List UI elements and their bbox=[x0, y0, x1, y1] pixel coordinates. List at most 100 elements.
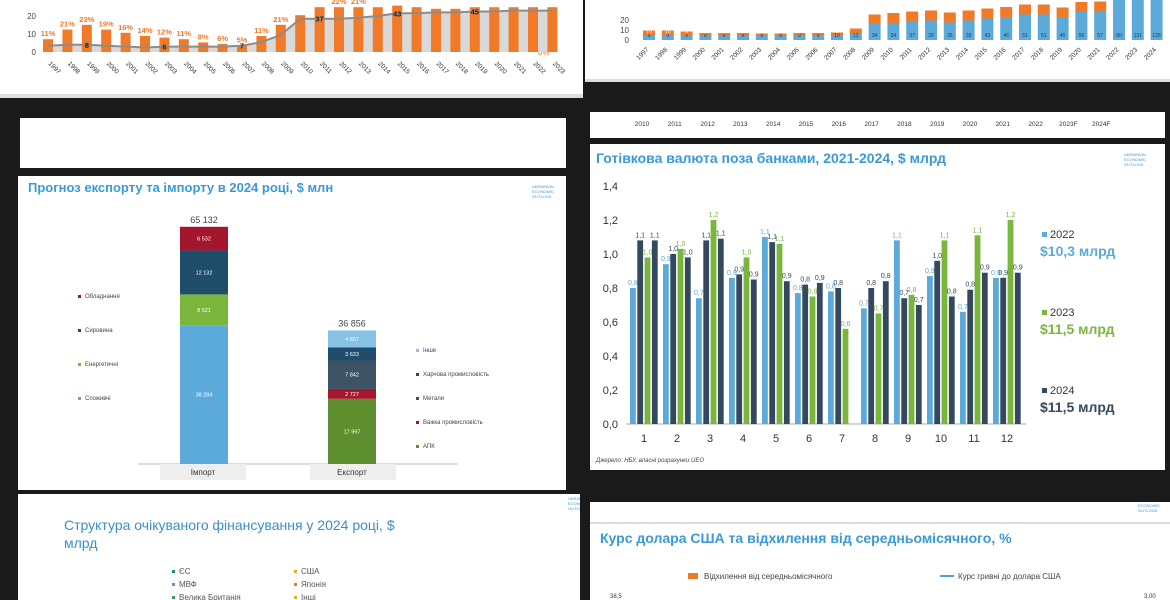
bar bbox=[450, 8, 461, 53]
x-tick-label: 5 bbox=[773, 433, 779, 445]
x-tick-label: 2024F bbox=[1092, 121, 1110, 128]
x-tick-label: 2023F bbox=[1059, 121, 1077, 128]
bar bbox=[960, 311, 966, 424]
x-tick-label: 2016 bbox=[992, 46, 1007, 61]
bar-value-label: 1,1 bbox=[760, 229, 770, 236]
bar bbox=[875, 313, 882, 424]
x-tick-label: 2013 bbox=[733, 121, 748, 128]
line-value-label: 6 bbox=[162, 43, 166, 52]
logo: UKRAINIAN ECONOMIC OUTLOOK bbox=[532, 184, 554, 199]
bar-value-label: 45 bbox=[1060, 33, 1066, 39]
bar-value-label: 0,8 bbox=[800, 277, 810, 284]
bar bbox=[1014, 272, 1021, 424]
financing-legend: ЄС США МВФ Японія Велика Британія Інші bbox=[172, 567, 326, 600]
year-strip: 2010 2011 2012 2013 2014 2015 2016 2017 2018 2019… bbox=[635, 121, 1111, 128]
chart-historic-left: 010200%20%11%21%23%19%16%14%12%11%8%6%5%… bbox=[0, 0, 583, 98]
legend-label: АПК bbox=[423, 444, 435, 450]
y-tick-label: 1,4 bbox=[603, 181, 618, 193]
bar-blue bbox=[699, 36, 712, 40]
x-tick-label: 2 bbox=[674, 433, 680, 445]
bar-orange bbox=[925, 10, 937, 21]
segment-value-label: 12 132 bbox=[196, 270, 213, 276]
bar-value-label: 0,9 bbox=[1013, 265, 1023, 272]
bar bbox=[835, 288, 842, 424]
bar-value-label: 9 bbox=[798, 33, 801, 39]
bar-value-label: 8 bbox=[742, 33, 745, 39]
bar-blue bbox=[793, 35, 806, 40]
panel-historic-bars-right: 0 10 20 9 10 9 10 9 8 8 6 8 6 8 6 8 5 8 5 9 5 9 5 10 5 12 34 34 37 39… bbox=[585, 0, 1170, 82]
legend-total: $11,5 млрд bbox=[1040, 321, 1115, 337]
bar bbox=[861, 308, 867, 424]
bar-value-label: 1,0 bbox=[668, 246, 678, 253]
bar bbox=[993, 277, 999, 424]
legend-label: МВФ bbox=[179, 580, 197, 589]
bar-pct-label: 11% bbox=[41, 29, 56, 38]
x-tick-label: 2024 bbox=[1143, 46, 1158, 61]
x-tick-label: 2010 bbox=[635, 121, 650, 128]
x-tick-label: 2017 bbox=[1011, 46, 1026, 61]
bar-blue bbox=[981, 18, 994, 40]
legend-label: Інше bbox=[423, 348, 437, 354]
x-tick-label: 2005 bbox=[786, 46, 801, 61]
segment-value-label: 7 842 bbox=[345, 373, 359, 379]
x-tick-label: 11 bbox=[968, 433, 979, 445]
bar bbox=[927, 276, 933, 424]
financing-title: Структура очікуваного фінансування у 202… bbox=[64, 517, 395, 551]
bar bbox=[981, 272, 988, 424]
cash-source: Джерело: НБУ, власні розрахунки UEO bbox=[596, 458, 704, 464]
bar-value-label: 0,6 bbox=[841, 321, 851, 328]
bar-pct-label: 21% bbox=[273, 15, 288, 24]
x-tick-label: 2020 bbox=[963, 121, 978, 128]
x-tick-label: 2019 bbox=[1049, 46, 1064, 61]
bar bbox=[489, 7, 500, 52]
line-value-label: 7 bbox=[240, 42, 244, 51]
panel-usd-rate: UKRAINIAN ECONOMIC OUTLOOK Курс долара С… bbox=[590, 502, 1170, 600]
bar-orange bbox=[774, 33, 787, 36]
legend-label: Енергетичні bbox=[85, 362, 118, 368]
bar-value-label: 1,2 bbox=[1006, 212, 1016, 219]
legend-label: Курс гривні до долара США bbox=[958, 572, 1061, 581]
bar-value-label: 0,7 bbox=[958, 304, 968, 311]
bar bbox=[159, 37, 170, 52]
legend-swatch bbox=[416, 373, 419, 376]
segment-value-label: 17 997 bbox=[344, 429, 361, 435]
bar-pct-label: 21% bbox=[60, 20, 75, 29]
bar bbox=[547, 7, 558, 52]
bar bbox=[816, 282, 823, 424]
bar bbox=[894, 240, 900, 424]
bar-pct-label: 23% bbox=[79, 15, 94, 24]
bar bbox=[795, 293, 801, 424]
bar-value-label: 34 bbox=[891, 33, 897, 39]
legend-swatch bbox=[416, 445, 419, 448]
bar-value-label: 8 bbox=[704, 33, 707, 39]
bar bbox=[882, 281, 889, 424]
bar-blue bbox=[1131, 0, 1144, 40]
bar-value-label: 1,2 bbox=[709, 212, 719, 219]
bar-value-label: 56 bbox=[1079, 33, 1085, 39]
bar-pct-label: 6% bbox=[217, 34, 228, 43]
bar-orange bbox=[943, 12, 956, 23]
bar bbox=[431, 8, 441, 53]
line-value-label: 8 bbox=[85, 41, 89, 50]
bar-value-label: 0,9 bbox=[734, 266, 744, 273]
legend-swatch bbox=[172, 596, 175, 599]
bar-value-label: 0,8 bbox=[947, 289, 957, 296]
bar bbox=[411, 7, 422, 52]
bar bbox=[684, 257, 691, 424]
x-tick-label: 2021 bbox=[1086, 46, 1101, 61]
bar bbox=[934, 260, 941, 424]
y2-tick-label: 0% bbox=[538, 48, 550, 57]
bar-value-label: 0,7 bbox=[859, 300, 869, 307]
x-tick-label: 2007 bbox=[823, 46, 838, 61]
x-tick-label: 2011 bbox=[668, 121, 682, 128]
stack-segment bbox=[180, 250, 228, 295]
bar-value-label: 0,9 bbox=[727, 270, 737, 277]
stack-segment bbox=[180, 294, 228, 326]
segment-value-label: 38 284 bbox=[196, 393, 213, 399]
x-tick-label: 3 bbox=[707, 433, 713, 445]
bar bbox=[528, 7, 538, 52]
x-tick-label: 10 bbox=[935, 433, 947, 445]
bar bbox=[508, 7, 519, 52]
legend-swatch bbox=[294, 596, 297, 599]
x-tick-label: 2008 bbox=[260, 60, 275, 75]
